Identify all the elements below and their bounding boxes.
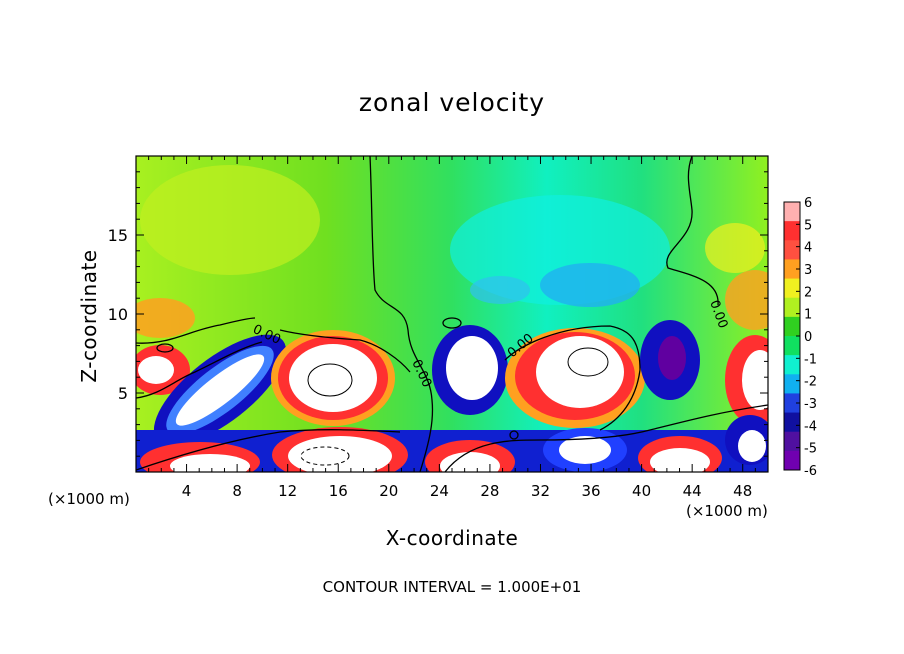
anomaly-cells — [136, 320, 768, 472]
contour-interval-note: CONTOUR INTERVAL = 1.000E+01 — [322, 578, 582, 596]
colorbar-swatch — [784, 431, 800, 452]
colorbar-tick-label: 2 — [804, 285, 812, 300]
colorbar-tick-label: 4 — [804, 241, 812, 256]
colorbar-swatch — [784, 278, 800, 299]
colorbar-swatch — [784, 297, 800, 318]
x-tick-label: 8 — [232, 482, 242, 500]
colorbar-tick-label: -1 — [804, 352, 817, 367]
heatmap-field — [136, 156, 768, 472]
zero-contours — [136, 156, 768, 472]
colorbar-swatch — [784, 374, 800, 394]
x-tick-label: 28 — [480, 482, 499, 500]
colorbar-tick-label: -6 — [804, 464, 817, 479]
colorbar-swatch — [784, 221, 800, 241]
x-tick-label: 36 — [581, 482, 600, 500]
x-tick-label: 40 — [632, 482, 651, 500]
chart-title: zonal velocity — [358, 88, 546, 117]
colorbar-tick-label: -2 — [804, 375, 817, 390]
colorbar-tick-label: -5 — [804, 442, 817, 457]
x-axis-label: X-coordinate — [385, 526, 519, 550]
y-tick-label: 15 — [108, 226, 128, 245]
colorbar-swatch — [784, 202, 800, 222]
colorbar-swatch — [784, 412, 800, 433]
colorbar-tick-label: 1 — [804, 308, 812, 323]
colorbar-tick-label: 3 — [804, 263, 812, 278]
y-tick-label: 10 — [108, 305, 128, 324]
x-tick-label: 32 — [531, 482, 550, 500]
x-tick-label: 16 — [329, 482, 348, 500]
x-tick-label: 4 — [182, 482, 192, 500]
colorbar-swatch — [784, 316, 800, 337]
y-tick-label: 5 — [118, 384, 128, 403]
x-tick-label: 24 — [430, 482, 449, 500]
colorbar: 6 5 4 3 2 1 0 -1 -2 -3 -4 -5 -6 — [783, 196, 817, 479]
colorbar-tick-label: -3 — [804, 397, 817, 412]
colorbar-swatch — [784, 393, 800, 414]
x-tick-label: 44 — [683, 482, 702, 500]
colorbar-tick-label: 5 — [804, 218, 812, 233]
colorbar-tick-label: 6 — [804, 196, 812, 211]
colorbar-swatch — [784, 336, 800, 356]
x-unit-label-right: (×1000 m) — [686, 502, 768, 520]
y-axis-label: Z-coordinate — [77, 249, 101, 383]
colorbar-swatch — [784, 450, 800, 471]
x-unit-label-left: (×1000 m) — [48, 490, 130, 508]
colorbar-swatch — [784, 355, 800, 375]
x-tick-label: 20 — [379, 482, 398, 500]
colorbar-swatch — [784, 259, 800, 280]
x-tick-label: 12 — [278, 482, 297, 500]
colorbar-tick-label: 0 — [804, 330, 812, 345]
colorbar-swatch — [784, 240, 800, 260]
colorbar-tick-label: -4 — [804, 419, 817, 434]
x-tick-label: 48 — [733, 482, 752, 500]
